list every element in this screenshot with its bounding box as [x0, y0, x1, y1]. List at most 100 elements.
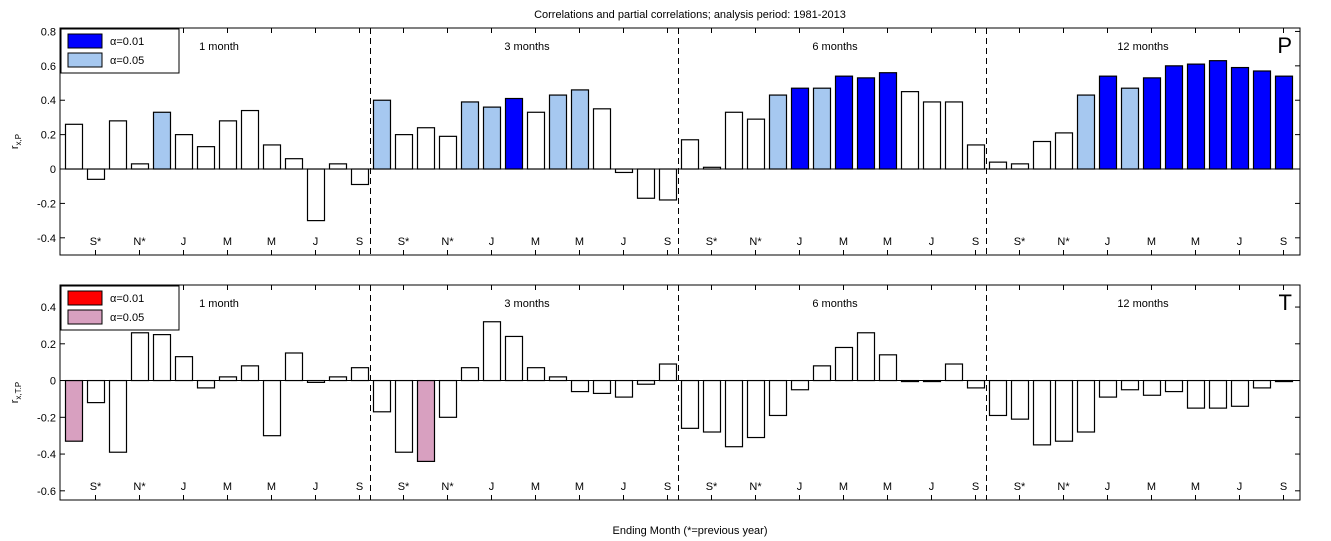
bar	[614, 168, 634, 174]
bar	[526, 111, 546, 170]
bar	[1274, 75, 1294, 170]
x-tick-label: M	[531, 481, 540, 493]
x-tick-label: N*	[1057, 236, 1070, 248]
x-tick-label: S	[972, 481, 979, 493]
bar	[1274, 379, 1294, 383]
bar	[1142, 77, 1162, 170]
x-axis-label: Ending Month (*=previous year)	[613, 525, 768, 537]
bar	[350, 168, 370, 186]
x-tick-label: M	[883, 481, 892, 493]
bar	[284, 352, 304, 382]
bar	[878, 72, 898, 170]
x-tick-label: S*	[1014, 481, 1026, 493]
legend-swatch	[67, 33, 103, 49]
x-tick-label: J	[621, 481, 627, 493]
bar	[856, 77, 876, 170]
bar	[570, 89, 590, 170]
x-tick-label: J	[489, 236, 495, 248]
x-tick-label: N*	[749, 481, 762, 493]
x-tick-label: S*	[90, 236, 102, 248]
bar	[394, 379, 414, 453]
bar	[328, 376, 348, 382]
x-tick-label: S	[664, 236, 671, 248]
x-tick-label: J	[313, 236, 319, 248]
bar	[416, 127, 436, 170]
group-label: 12 months	[1117, 41, 1169, 53]
bar	[240, 109, 260, 170]
x-tick-label: S*	[1014, 236, 1026, 248]
y-tick-label: 0.4	[41, 95, 56, 107]
bar	[900, 379, 920, 383]
bar	[1032, 379, 1052, 446]
bar	[768, 94, 788, 170]
x-tick-label: S*	[398, 236, 410, 248]
group-label: 3 months	[504, 41, 550, 53]
x-tick-label: N*	[1057, 481, 1070, 493]
bar	[174, 134, 194, 170]
bar	[1164, 65, 1184, 170]
x-tick-label: N*	[133, 236, 146, 248]
bar	[482, 321, 502, 382]
bar	[548, 94, 568, 170]
bar	[636, 168, 656, 199]
bar	[372, 379, 392, 413]
bar	[504, 97, 524, 170]
figure-title: Correlations and partial correlations; a…	[534, 9, 846, 21]
x-tick-label: S*	[706, 236, 718, 248]
y-axis-label: rx,P	[9, 134, 23, 149]
bar	[86, 168, 106, 180]
bar	[438, 135, 458, 170]
x-tick-label: N*	[441, 481, 454, 493]
bar	[548, 376, 568, 382]
y-tick-label: -0.2	[37, 198, 56, 210]
bar	[372, 99, 392, 170]
bar	[988, 379, 1008, 417]
bar	[1120, 87, 1140, 170]
bar	[922, 101, 942, 170]
x-tick-label: M	[1147, 481, 1156, 493]
x-tick-label: J	[181, 481, 187, 493]
bar	[108, 379, 128, 453]
bar	[1098, 75, 1118, 170]
bar	[1208, 60, 1228, 170]
bar	[218, 376, 238, 382]
bar	[1076, 379, 1096, 433]
bar	[1230, 379, 1250, 407]
y-tick-label: -0.6	[37, 486, 56, 498]
bar	[86, 379, 106, 404]
bar	[328, 163, 348, 170]
bar	[834, 346, 854, 382]
x-tick-label: S	[1280, 236, 1287, 248]
x-tick-label: M	[1191, 481, 1200, 493]
bar	[130, 332, 150, 382]
bar	[262, 144, 282, 170]
bar	[790, 87, 810, 170]
legend-swatch	[67, 309, 103, 325]
x-tick-label: S*	[706, 481, 718, 493]
bar	[1010, 379, 1030, 420]
bar	[1054, 132, 1074, 170]
x-tick-label: M	[1147, 236, 1156, 248]
bar	[592, 379, 612, 395]
bar	[218, 120, 238, 170]
bar	[1010, 163, 1030, 170]
x-tick-label: S*	[398, 481, 410, 493]
x-tick-label: M	[223, 236, 232, 248]
bar	[790, 379, 810, 391]
x-tick-label: M	[575, 481, 584, 493]
y-tick-label: -0.2	[37, 412, 56, 424]
y-axis-label: rx,T.P	[9, 382, 23, 403]
bar	[746, 118, 766, 170]
y-tick-label: 0.6	[41, 61, 56, 73]
x-tick-label: S	[356, 481, 363, 493]
bar	[680, 139, 700, 170]
x-tick-label: J	[797, 236, 803, 248]
panel-letter: P	[1277, 33, 1292, 58]
bar	[636, 379, 656, 385]
bar	[306, 168, 326, 222]
x-tick-label: S	[664, 481, 671, 493]
bar	[1186, 379, 1206, 409]
bar	[944, 363, 964, 382]
bar	[152, 334, 172, 382]
